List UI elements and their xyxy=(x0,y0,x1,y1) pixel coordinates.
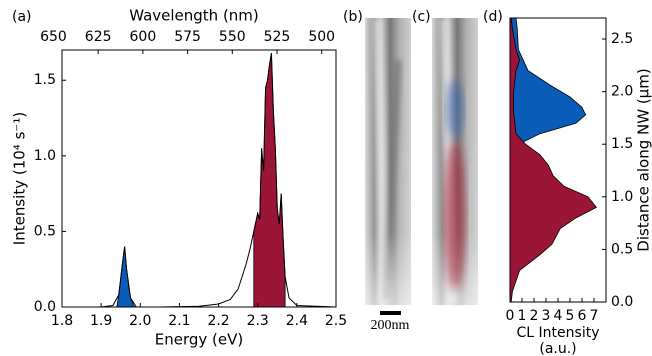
x-tick-label: 2.5 xyxy=(325,313,347,329)
x-tick-label: 1.8 xyxy=(51,313,73,329)
x-axis-label: (a.u.) xyxy=(539,341,576,356)
x-tick-label: 2.1 xyxy=(168,313,190,329)
y-tick-label: 0.5 xyxy=(611,241,633,257)
x-tick-label: 2.3 xyxy=(247,313,269,329)
x-tick-label: 2.4 xyxy=(286,313,308,329)
x-tick-label: 2.2 xyxy=(207,313,229,329)
x2-tick-label: 625 xyxy=(85,29,112,45)
y-tick-label: 1.5 xyxy=(34,72,56,88)
x-tick-label: 6 xyxy=(578,308,587,324)
y-tick-label: 2.5 xyxy=(611,31,633,47)
y-tick-label: 2.0 xyxy=(611,84,633,100)
y-tick-label: 0.5 xyxy=(34,223,56,239)
plot-frame xyxy=(61,49,337,308)
x-tick-label: 2 xyxy=(530,308,539,324)
x-tick-label: 5 xyxy=(566,308,575,324)
area xyxy=(509,17,587,156)
x-tick-label: 7 xyxy=(590,308,599,324)
x-axis-label: Energy (eV) xyxy=(155,331,243,349)
y-tick-label: 1.5 xyxy=(611,136,633,152)
y-tick-label: 0.0 xyxy=(34,299,56,315)
scale-bar xyxy=(380,311,401,315)
x-tick-label: 1 xyxy=(518,308,527,324)
micrograph-b xyxy=(365,18,411,305)
x2-tick-label: 575 xyxy=(174,29,201,45)
panel-label: (a) xyxy=(12,9,32,25)
x-tick-label: 0 xyxy=(506,308,515,324)
y-tick-label: 1.0 xyxy=(611,189,633,205)
x2-tick-label: 500 xyxy=(308,29,335,45)
x-tick-label: 1.9 xyxy=(90,313,112,329)
x2-axis-label: Wavelength (nm) xyxy=(129,7,259,25)
area xyxy=(253,52,286,308)
panel-label: (d) xyxy=(483,9,503,25)
x-tick-label: 3 xyxy=(542,308,551,324)
y-axis-label: Distance along NW (μm) xyxy=(635,68,652,251)
line xyxy=(62,52,337,308)
y-axis-label: Intensity (10⁴ s⁻¹) xyxy=(11,112,29,245)
area xyxy=(509,17,598,303)
x2-tick-label: 525 xyxy=(264,29,291,45)
x-tick-label: 2.0 xyxy=(129,313,151,329)
y-tick-label: 1.0 xyxy=(34,148,56,164)
panel-label: (c) xyxy=(412,9,431,25)
x-axis-label: CL Intensity xyxy=(517,325,600,341)
micrograph-c xyxy=(432,18,478,305)
y-tick-label: 0.0 xyxy=(611,294,633,310)
x2-tick-label: 550 xyxy=(219,29,246,45)
scale-bar-label: 200nm xyxy=(371,318,410,333)
x2-tick-label: 650 xyxy=(40,29,67,45)
panel-label: (b) xyxy=(343,9,363,25)
x2-tick-label: 600 xyxy=(130,29,157,45)
x-tick-label: 4 xyxy=(554,308,563,324)
